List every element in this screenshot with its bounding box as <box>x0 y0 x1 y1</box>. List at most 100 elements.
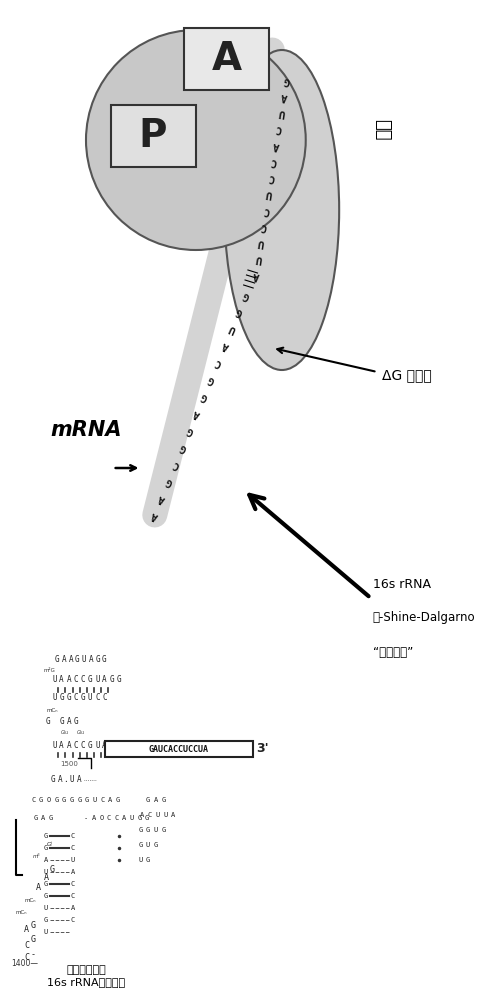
Text: m²G: m²G <box>44 668 56 672</box>
Text: G: G <box>54 797 58 803</box>
Bar <box>105 741 253 757</box>
Text: A: A <box>59 676 64 684</box>
Text: A: A <box>77 776 82 784</box>
Text: A: A <box>71 869 75 875</box>
Text: C: C <box>31 797 36 803</box>
Text: A: A <box>140 812 144 818</box>
Text: G: G <box>31 920 36 930</box>
Text: G: G <box>70 797 74 803</box>
Text: C: C <box>81 740 85 750</box>
Text: A: A <box>71 905 75 911</box>
Text: U: U <box>163 812 167 818</box>
Text: mCₙ: mCₙ <box>25 898 37 902</box>
Text: G: G <box>45 718 50 726</box>
Text: G: G <box>81 694 85 702</box>
Text: U: U <box>255 253 262 264</box>
Text: 3': 3' <box>256 742 269 756</box>
Text: mRNA: mRNA <box>50 420 122 440</box>
Text: A: A <box>36 884 41 892</box>
Text: G: G <box>59 694 64 702</box>
Text: 部分大肠杆菌: 部分大肠杆菌 <box>66 965 106 975</box>
Text: G: G <box>50 865 55 874</box>
Text: “暴露尾巴”: “暴露尾巴” <box>372 646 413 658</box>
Text: G: G <box>44 917 48 923</box>
Text: U: U <box>88 694 92 702</box>
Text: C: C <box>24 954 29 962</box>
Text: G: G <box>110 676 114 684</box>
Text: C: C <box>95 694 100 702</box>
Text: G: G <box>242 289 251 301</box>
Text: G: G <box>138 827 143 833</box>
Text: A: A <box>154 797 158 803</box>
Text: O: O <box>46 797 51 803</box>
Text: A: A <box>59 740 64 750</box>
Text: C: C <box>71 845 75 851</box>
Text: A: A <box>88 656 93 664</box>
Text: G: G <box>161 827 165 833</box>
FancyBboxPatch shape <box>184 28 269 90</box>
Text: G: G <box>235 306 245 318</box>
Text: G: G <box>75 656 80 664</box>
Text: C: C <box>213 357 223 369</box>
Text: U: U <box>44 929 48 935</box>
Text: U: U <box>278 107 286 118</box>
Text: G: G <box>206 374 216 385</box>
Text: C: C <box>107 815 111 821</box>
Text: P: P <box>139 117 167 155</box>
Text: U: U <box>82 656 86 664</box>
Text: A: A <box>171 812 175 818</box>
Text: C: C <box>71 881 75 887</box>
Text: U: U <box>92 797 97 803</box>
Text: G: G <box>88 740 92 750</box>
Text: ΔG 自由能: ΔG 自由能 <box>382 368 432 382</box>
Text: C: C <box>71 917 75 923</box>
Ellipse shape <box>86 30 306 250</box>
Text: Glu: Glu <box>61 730 69 736</box>
Text: G: G <box>60 718 64 726</box>
Text: C: C <box>24 940 29 950</box>
Text: G: G <box>146 857 150 863</box>
Text: C: C <box>262 205 270 215</box>
Ellipse shape <box>224 50 339 370</box>
Text: U: U <box>52 694 57 702</box>
Text: G: G <box>48 815 53 821</box>
Text: C: C <box>81 676 85 684</box>
Text: A: A <box>102 676 107 684</box>
Text: 1500: 1500 <box>60 761 78 767</box>
Text: 抗-Shine-Dalgarno: 抗-Shine-Dalgarno <box>372 611 475 624</box>
Text: U: U <box>257 237 265 248</box>
Text: G: G <box>145 815 149 821</box>
Text: A: A <box>24 926 29 934</box>
Text: U: U <box>52 676 57 684</box>
Text: G: G <box>88 676 92 684</box>
Text: G: G <box>31 936 36 944</box>
Text: G: G <box>185 425 195 436</box>
Text: C: C <box>71 893 75 899</box>
Text: G: G <box>95 656 100 664</box>
Text: A: A <box>41 815 45 821</box>
Text: C: C <box>71 833 75 839</box>
Text: G: G <box>164 475 174 487</box>
Text: C: C <box>102 694 107 702</box>
Text: A: A <box>192 408 202 419</box>
Text: C: C <box>74 740 78 750</box>
Text: C: C <box>270 156 278 167</box>
Text: U: U <box>95 740 100 750</box>
Text: A: A <box>108 797 112 803</box>
Text: 1400—: 1400— <box>11 958 39 968</box>
Text: G: G <box>44 845 48 851</box>
Text: G: G <box>146 827 150 833</box>
Text: G: G <box>39 797 43 803</box>
Text: G: G <box>33 815 38 821</box>
Text: 延伸: 延伸 <box>373 119 391 141</box>
Text: G: G <box>178 441 188 453</box>
Text: G: G <box>199 391 209 402</box>
Text: A: A <box>252 270 260 280</box>
Text: C: C <box>148 812 152 818</box>
Text: A: A <box>122 815 126 821</box>
Text: A: A <box>44 857 48 863</box>
Text: C: C <box>100 797 104 803</box>
Text: G: G <box>55 656 60 664</box>
Text: U: U <box>265 188 273 199</box>
Text: C: C <box>260 221 268 232</box>
